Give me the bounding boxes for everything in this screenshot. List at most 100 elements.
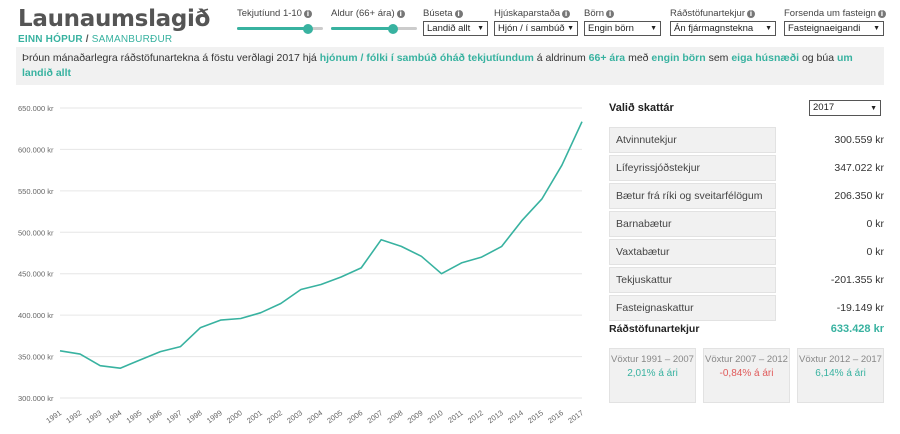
- total-row: Ráðstöfunartekjur 633.428 kr: [609, 323, 884, 341]
- breakdown-row: Bætur frá ríki og sveitarfélögum 206.350 …: [609, 183, 884, 209]
- banner-text: sem: [705, 52, 732, 64]
- x-tick-label: 2006: [345, 408, 364, 425]
- growth-box: Vöxtur 1991 – 2007 2,01% á ári: [609, 348, 696, 403]
- row-value: -19.149 kr: [836, 302, 884, 314]
- total-value: 633.428 kr: [830, 323, 884, 335]
- hjuskaparstada-select[interactable]: Hjón / í sambúð ▼: [494, 21, 578, 36]
- born-value: Engin börn: [588, 23, 634, 34]
- x-tick-label: 1992: [64, 408, 83, 425]
- growth-value: 6,14% á ári: [815, 368, 866, 379]
- row-value: 300.559 kr: [834, 134, 884, 146]
- born-select[interactable]: Engin börn ▼: [584, 21, 661, 36]
- tax-year-title: Valið skattár: [609, 102, 674, 114]
- description-banner: Þróun mánaðarlegra ráðstöfunartekna á fö…: [16, 47, 884, 85]
- buseta-value: Landið allt: [427, 23, 471, 34]
- slider-knob[interactable]: [302, 23, 313, 34]
- info-icon[interactable]: i: [877, 10, 886, 18]
- row-label: Tekjuskattur: [609, 267, 776, 293]
- info-icon[interactable]: i: [396, 10, 405, 18]
- x-tick-label: 2007: [366, 408, 385, 425]
- x-tick-label: 2001: [245, 408, 264, 425]
- x-tick-label: 2000: [225, 408, 244, 425]
- y-tick-label: 400.000 kr: [18, 311, 54, 320]
- breakdown-row: Lífeyrissjóðstekjur 347.022 kr: [609, 155, 884, 181]
- dropdown-arrow-icon: ▼: [873, 25, 880, 32]
- breakdown-row: Atvinnutekjur 300.559 kr: [609, 127, 884, 153]
- info-icon[interactable]: i: [303, 10, 312, 18]
- growth-value: 2,01% á ári: [627, 368, 678, 379]
- x-tick-label: 2010: [426, 408, 445, 425]
- banner-text: á aldrinum: [533, 52, 589, 64]
- banner-highlight: hjónum / fólki í sambúð óháð tekjutíundu…: [319, 52, 534, 64]
- x-tick-label: 1993: [84, 408, 103, 425]
- hjuskaparstada-label: Hjúskaparstaða i: [494, 8, 571, 19]
- x-tick-label: 2011: [446, 408, 464, 425]
- x-tick-label: 2015: [526, 408, 545, 425]
- x-tick-label: 2004: [305, 408, 324, 425]
- radstofunartekjur-select[interactable]: Án fjármagnstekna ▼: [670, 21, 776, 36]
- radstofunartekjur-value: Án fjármagnstekna: [674, 23, 754, 34]
- row-label: Bætur frá ríki og sveitarfélögum: [609, 183, 776, 209]
- x-tick-label: 2017: [566, 408, 585, 425]
- slider-fill: [237, 27, 308, 30]
- tax-year-select[interactable]: 2017 ▼: [809, 100, 881, 116]
- row-label: Vaxtabætur: [609, 239, 776, 265]
- row-value: 206.350 kr: [834, 190, 884, 202]
- growth-label: Vöxtur 2012 – 2017: [799, 354, 882, 365]
- x-tick-label: 1994: [105, 408, 124, 425]
- info-icon[interactable]: i: [454, 10, 463, 18]
- y-tick-label: 350.000 kr: [18, 353, 54, 362]
- slider-knob[interactable]: [387, 23, 398, 34]
- info-icon[interactable]: i: [562, 10, 571, 18]
- mode-single-group[interactable]: EINN HÓPUR: [18, 34, 83, 45]
- banner-highlight: 66+ ára: [588, 52, 626, 64]
- banner-text: Þróun mánaðarlegra ráðstöfunartekna á fö…: [22, 52, 320, 64]
- hjuskaparstada-label-text: Hjúskaparstaða: [494, 8, 561, 19]
- x-tick-label: 1998: [185, 408, 204, 425]
- mode-comparison[interactable]: SAMANBURÐUR: [91, 34, 173, 45]
- tekjutiund-slider[interactable]: [237, 23, 323, 34]
- row-value: -201.355 kr: [830, 274, 884, 286]
- dropdown-arrow-icon: ▼: [765, 25, 772, 32]
- forsenda-label: Forsenda um fasteign i: [784, 8, 886, 19]
- info-icon[interactable]: i: [746, 10, 755, 18]
- slider-fill: [331, 27, 393, 30]
- banner-highlight: um landið allt: [22, 52, 853, 79]
- growth-box: Vöxtur 2012 – 2017 6,14% á ári: [797, 348, 884, 403]
- row-label: Lífeyrissjóðstekjur: [609, 155, 776, 181]
- income-line-chart: 650.000 kr 600.000 kr 550.000 kr 500.000 kr…: [18, 104, 585, 425]
- aldur-label: Aldur (66+ ára) i: [331, 8, 405, 19]
- x-tick-label: 2016: [546, 408, 565, 425]
- hjuskaparstada-value: Hjón / í sambúð: [498, 23, 565, 34]
- tekjutiund-label-text: Tekjutíund 1-10: [237, 8, 302, 19]
- x-tick-label: 2009: [406, 408, 425, 425]
- y-tick-label: 500.000 kr: [18, 228, 54, 237]
- dropdown-arrow-icon: ▼: [870, 105, 877, 112]
- row-label: Barnabætur: [609, 211, 776, 237]
- buseta-label: Búseta i: [423, 8, 463, 19]
- buseta-select[interactable]: Landið allt ▼: [423, 21, 488, 36]
- info-icon[interactable]: i: [606, 10, 615, 18]
- growth-box: Vöxtur 2007 – 2012 -0,84% á ári: [703, 348, 790, 403]
- x-tick-label: 1996: [145, 408, 164, 425]
- mode-separator: /: [85, 34, 89, 45]
- x-tick-label: 2014: [506, 408, 525, 425]
- row-value: 0 kr: [866, 218, 884, 230]
- x-tick-label: 2008: [386, 408, 405, 425]
- banner-highlight: eiga húsnæði: [731, 52, 800, 64]
- radstofunartekjur-label-text: Ráðstöfunartekjur: [670, 8, 745, 19]
- total-label: Ráðstöfunartekjur: [609, 323, 700, 335]
- banner-text: og búa: [799, 52, 837, 64]
- breakdown-row: Tekjuskattur -201.355 kr: [609, 267, 884, 293]
- row-label: Atvinnutekjur: [609, 127, 776, 153]
- x-tick-label: 1995: [125, 408, 144, 425]
- dropdown-arrow-icon: ▼: [650, 25, 657, 32]
- breakdown-row: Barnabætur 0 kr: [609, 211, 884, 237]
- x-tick-label: 1997: [165, 408, 184, 425]
- aldur-slider[interactable]: [331, 23, 417, 34]
- aldur-label-text: Aldur (66+ ára): [331, 8, 395, 19]
- forsenda-select[interactable]: Fasteignaeigandi ▼: [784, 21, 884, 36]
- y-tick-label: 600.000 kr: [18, 145, 54, 154]
- x-tick-label: 2012: [466, 408, 485, 425]
- forsenda-label-text: Forsenda um fasteign: [784, 8, 876, 19]
